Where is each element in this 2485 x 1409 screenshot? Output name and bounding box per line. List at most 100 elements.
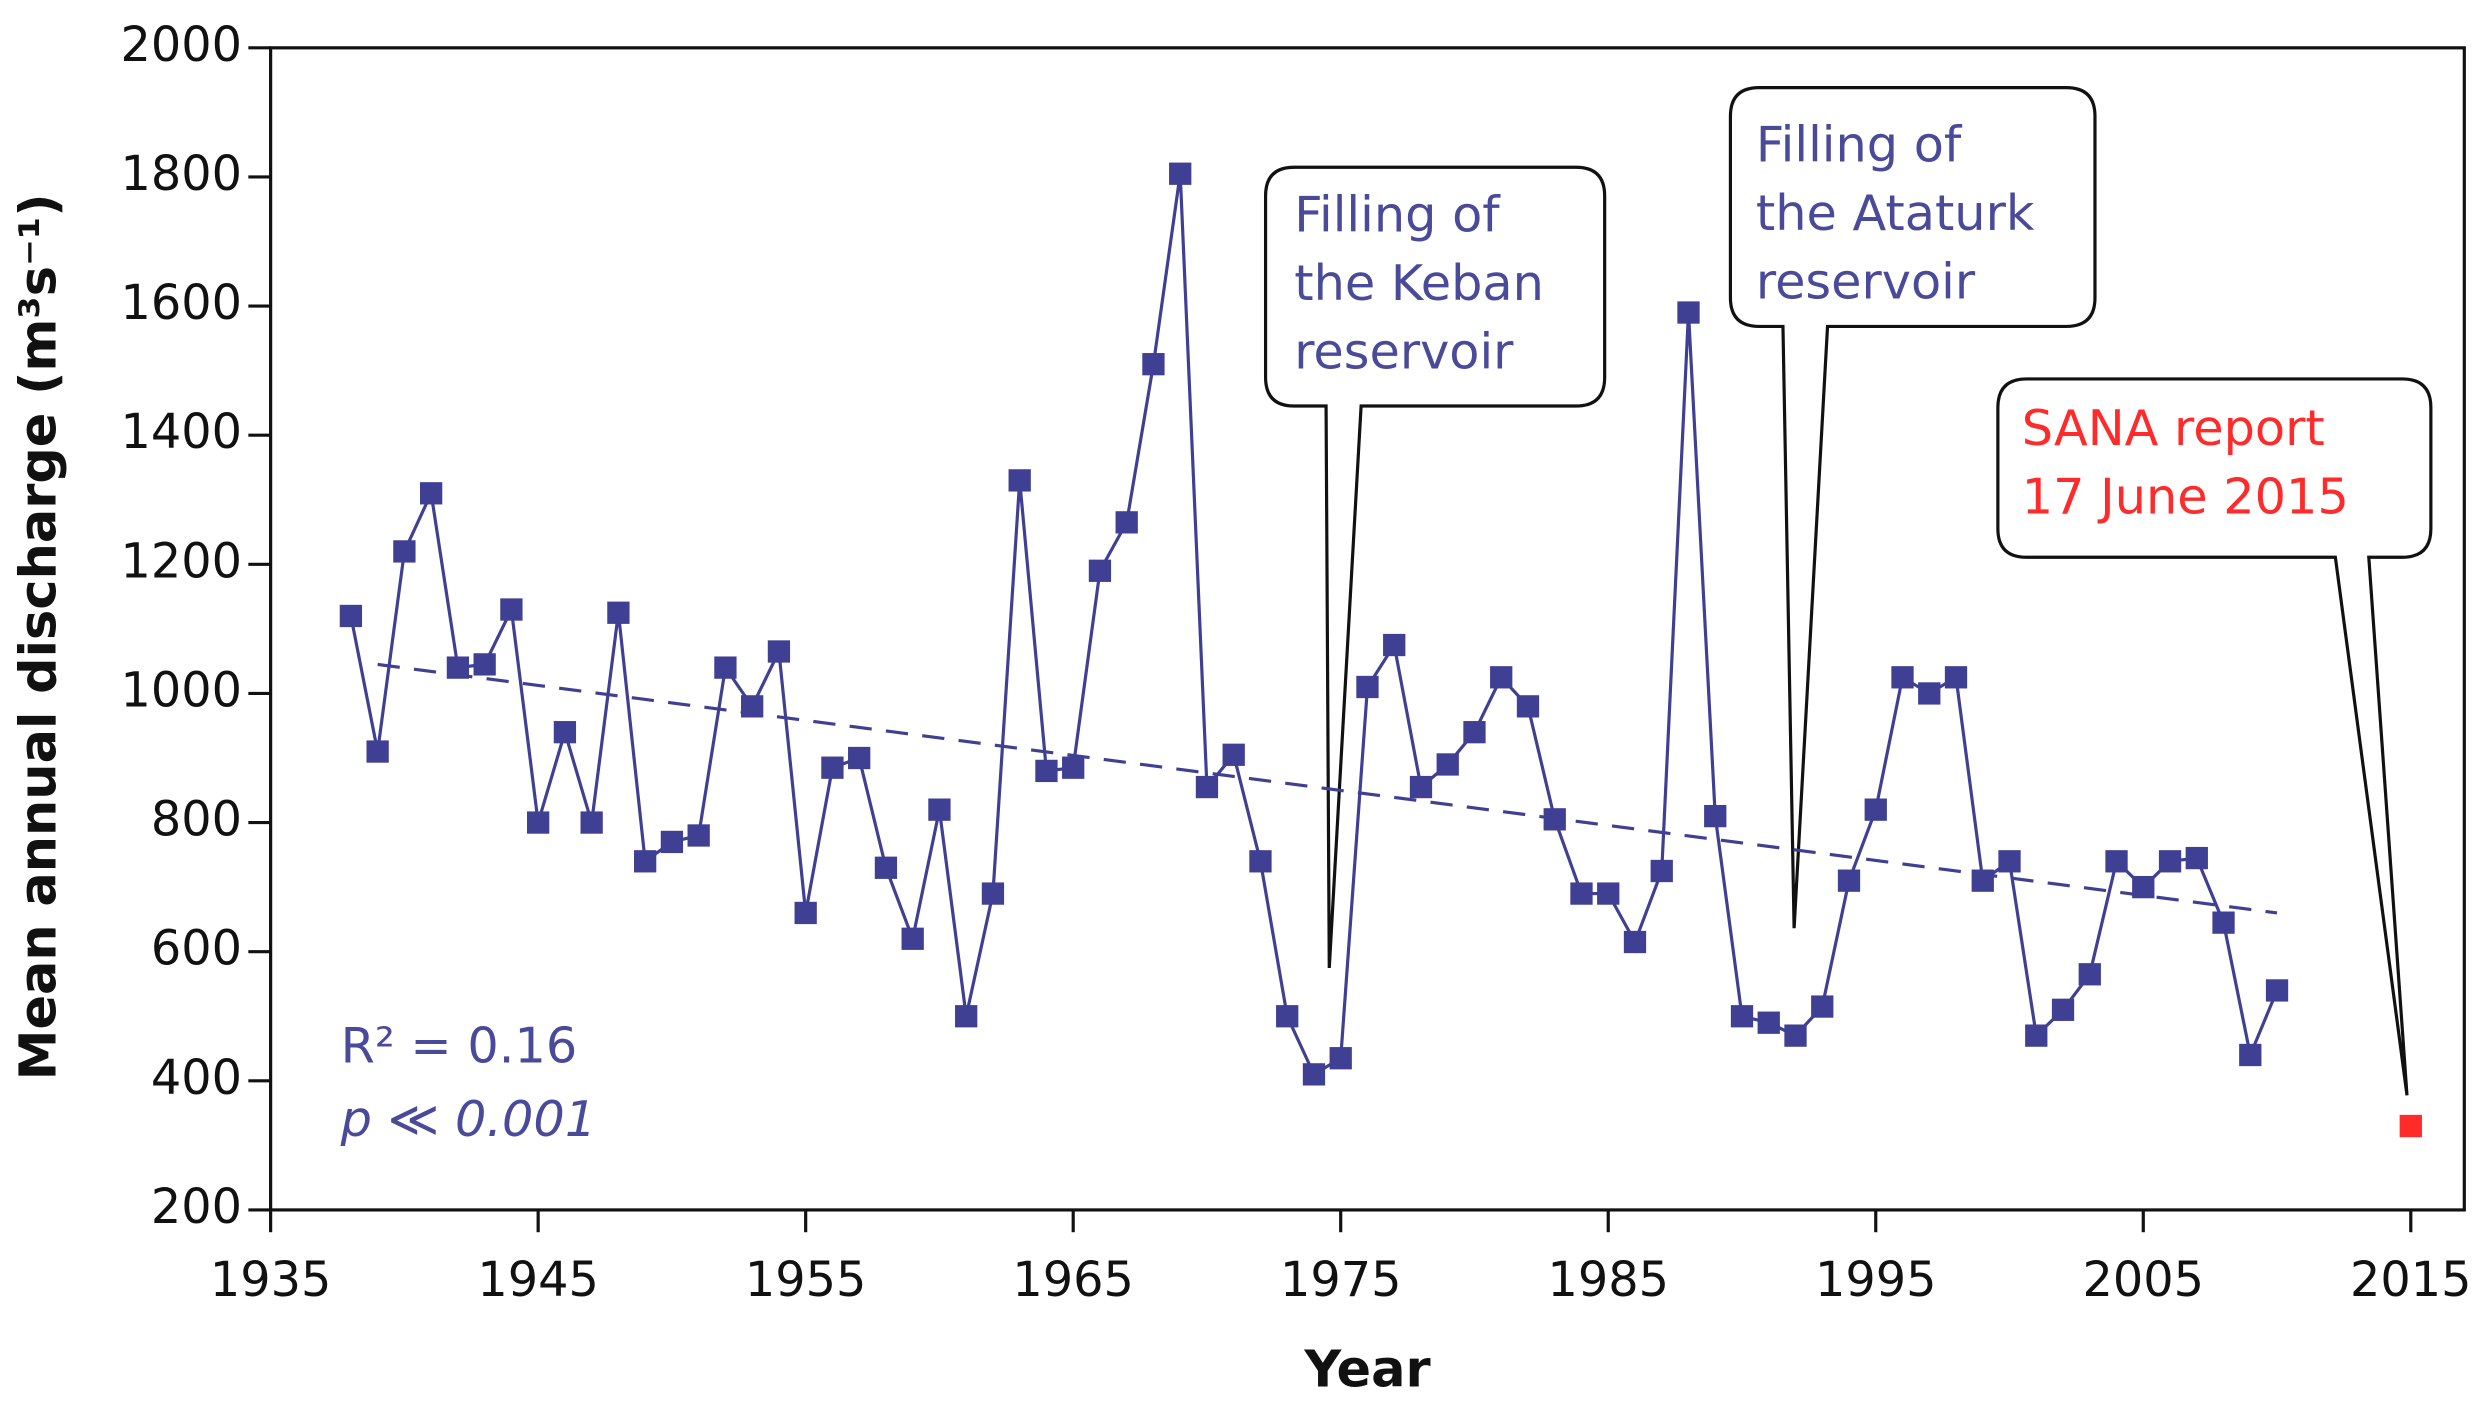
callout-text: SANA report bbox=[2022, 399, 2325, 457]
data-point bbox=[1837, 869, 1861, 892]
data-point bbox=[2078, 963, 2101, 986]
y-tick-label: 1600 bbox=[120, 276, 242, 331]
plot-frame bbox=[269, 46, 2466, 1212]
data-point bbox=[1490, 666, 1513, 689]
x-tick-label: 1955 bbox=[745, 1253, 867, 1308]
y-tick-label: 800 bbox=[151, 793, 242, 848]
data-point bbox=[1944, 666, 1968, 689]
data-point bbox=[1650, 859, 1673, 883]
y-tick-label: 1200 bbox=[120, 534, 242, 589]
data-point bbox=[2105, 850, 2128, 873]
callouts bbox=[1263, 86, 2433, 1096]
y-tick-label: 400 bbox=[151, 1051, 242, 1106]
data-point bbox=[1062, 756, 1085, 779]
stat-text: p ≪ 0.001 bbox=[340, 1090, 597, 1148]
y-tick-label: 600 bbox=[151, 922, 242, 977]
data-point bbox=[366, 740, 389, 763]
y-axis-title: Mean annual discharge (m³s⁻¹) bbox=[9, 193, 68, 1080]
data-point bbox=[1302, 1063, 1326, 1086]
data-point bbox=[981, 882, 1005, 905]
data-point bbox=[767, 640, 791, 663]
x-tick-label: 1965 bbox=[1012, 1253, 1134, 1308]
x-tick-label: 2015 bbox=[2350, 1253, 2472, 1308]
data-point bbox=[2239, 1043, 2262, 1067]
data-point bbox=[473, 653, 496, 676]
y-tick-label: 1400 bbox=[120, 405, 242, 460]
data-point bbox=[2212, 911, 2235, 934]
data-point bbox=[500, 598, 523, 621]
data-point bbox=[1677, 301, 1700, 324]
data-point bbox=[901, 927, 924, 950]
data-point bbox=[1436, 753, 1459, 776]
data-point bbox=[2399, 1114, 2422, 1138]
data-point bbox=[1142, 353, 1165, 376]
callout-text: 17 June 2015 bbox=[2022, 467, 2349, 525]
data-point bbox=[928, 798, 951, 821]
data-point bbox=[1864, 798, 1887, 821]
data-point bbox=[955, 1005, 978, 1028]
data-point bbox=[1222, 743, 1245, 766]
data-point bbox=[1383, 633, 1406, 657]
x-axis-title: Year bbox=[1303, 1340, 1430, 1399]
x-tick-label: 1985 bbox=[1547, 1253, 1669, 1308]
data-point bbox=[1757, 1011, 1780, 1034]
data-point bbox=[794, 901, 817, 925]
data-point bbox=[527, 811, 550, 834]
data-point bbox=[1329, 1047, 1352, 1070]
data-point bbox=[1597, 882, 1620, 905]
callout-text: Filling of bbox=[1294, 186, 1501, 244]
x-tick-label: 1945 bbox=[477, 1253, 599, 1308]
data-point bbox=[393, 540, 416, 563]
data-point bbox=[1918, 682, 1941, 705]
data-point bbox=[2025, 1024, 2048, 1047]
data-point bbox=[1249, 850, 1272, 873]
data-point bbox=[1088, 559, 1112, 582]
y-tick-label: 1800 bbox=[120, 147, 242, 202]
data-point bbox=[607, 601, 630, 624]
callout-text: Filling of bbox=[1756, 116, 1963, 174]
callout-text: the Keban bbox=[1294, 254, 1544, 312]
data-point bbox=[1463, 721, 1486, 744]
x-tick-label: 1995 bbox=[1815, 1253, 1937, 1308]
data-point bbox=[1356, 675, 1379, 699]
callout-box bbox=[1996, 377, 2433, 1096]
data-point bbox=[687, 824, 710, 847]
data-point bbox=[2051, 998, 2075, 1021]
callout-text: reservoir bbox=[1294, 323, 1514, 381]
data-point bbox=[1195, 775, 1219, 799]
data-point bbox=[821, 756, 844, 779]
data-point bbox=[1008, 469, 1031, 492]
trend-line bbox=[377, 662, 2278, 915]
data-point bbox=[1516, 695, 1540, 718]
data-point bbox=[1730, 1005, 1754, 1028]
data-point bbox=[1409, 775, 1433, 799]
data-point bbox=[339, 604, 363, 628]
data-point bbox=[1115, 511, 1138, 534]
data-point bbox=[580, 811, 603, 834]
data-point bbox=[2185, 846, 2208, 870]
data-point bbox=[1784, 1024, 1807, 1047]
data-point bbox=[553, 721, 577, 744]
data-point bbox=[1035, 759, 1058, 783]
data-point bbox=[1169, 162, 1192, 185]
callout-box bbox=[1728, 86, 2097, 929]
x-tick-label: 1935 bbox=[210, 1253, 332, 1308]
data-point bbox=[714, 656, 737, 679]
callout-box bbox=[1263, 165, 1607, 969]
data-point bbox=[1276, 1005, 1299, 1028]
data-point bbox=[660, 830, 684, 854]
y-tick-label: 1000 bbox=[120, 663, 242, 718]
data-point bbox=[2158, 850, 2182, 873]
data-point bbox=[1811, 995, 1834, 1018]
data-point bbox=[1704, 804, 1727, 828]
x-tick-label: 2005 bbox=[2083, 1253, 2205, 1308]
data-point bbox=[419, 482, 443, 505]
y-tick-label: 200 bbox=[151, 1180, 242, 1235]
data-point bbox=[1623, 930, 1647, 954]
stat-text: R² = 0.16 bbox=[341, 1017, 578, 1075]
data-point bbox=[1570, 882, 1593, 905]
callout-text: reservoir bbox=[1756, 253, 1976, 311]
data-point bbox=[1891, 666, 1914, 689]
data-point bbox=[874, 856, 898, 879]
